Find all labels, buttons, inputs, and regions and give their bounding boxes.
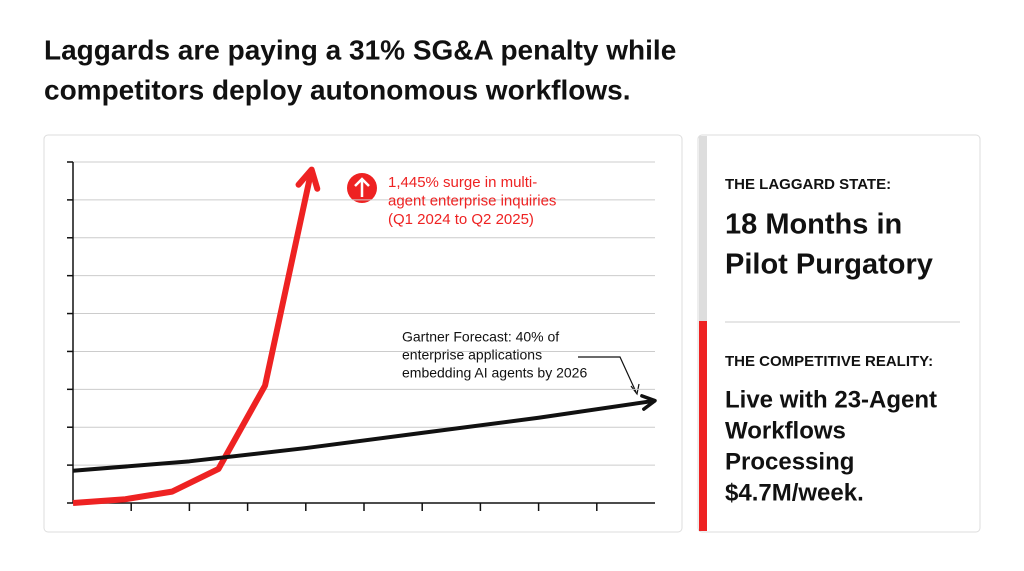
annotation: agent enterprise inquiries <box>388 192 556 209</box>
side-heading: THE COMPETITIVE REALITY: <box>725 353 933 370</box>
annotation: Gartner Forecast: 40% of <box>402 329 559 345</box>
annotation: enterprise applications <box>402 347 542 363</box>
title-line: Laggards are paying a 31% SG&A penalty w… <box>44 34 676 65</box>
side-text: Processing <box>725 448 854 475</box>
side-text: Workflows <box>725 417 846 444</box>
annotation: embedding AI agents by 2026 <box>402 365 587 381</box>
side-bar-gray <box>699 136 707 321</box>
annotation: 1,445% surge in multi- <box>388 174 537 191</box>
side-panel <box>697 134 981 533</box>
leader-line <box>578 356 637 393</box>
arrow-head <box>640 394 657 411</box>
line <box>72 168 315 506</box>
side-text: Live with 23-Agent <box>725 386 937 413</box>
annotation: (Q1 2024 to Q2 2025) <box>388 211 534 228</box>
side-text: $4.7M/week. <box>725 479 864 506</box>
chart-panel <box>43 134 683 533</box>
side-heading: THE LAGGARD STATE: <box>725 176 891 193</box>
up-icon-arrow <box>354 177 370 197</box>
leader-arrow <box>630 383 640 396</box>
side-bar-red <box>699 321 707 531</box>
line <box>72 398 656 473</box>
arrow-head <box>295 166 321 192</box>
side-text: Pilot Purgatory <box>725 249 933 281</box>
side-text: 18 Months in <box>725 209 902 241</box>
title-line: competitors deploy autonomous workflows. <box>44 74 631 105</box>
